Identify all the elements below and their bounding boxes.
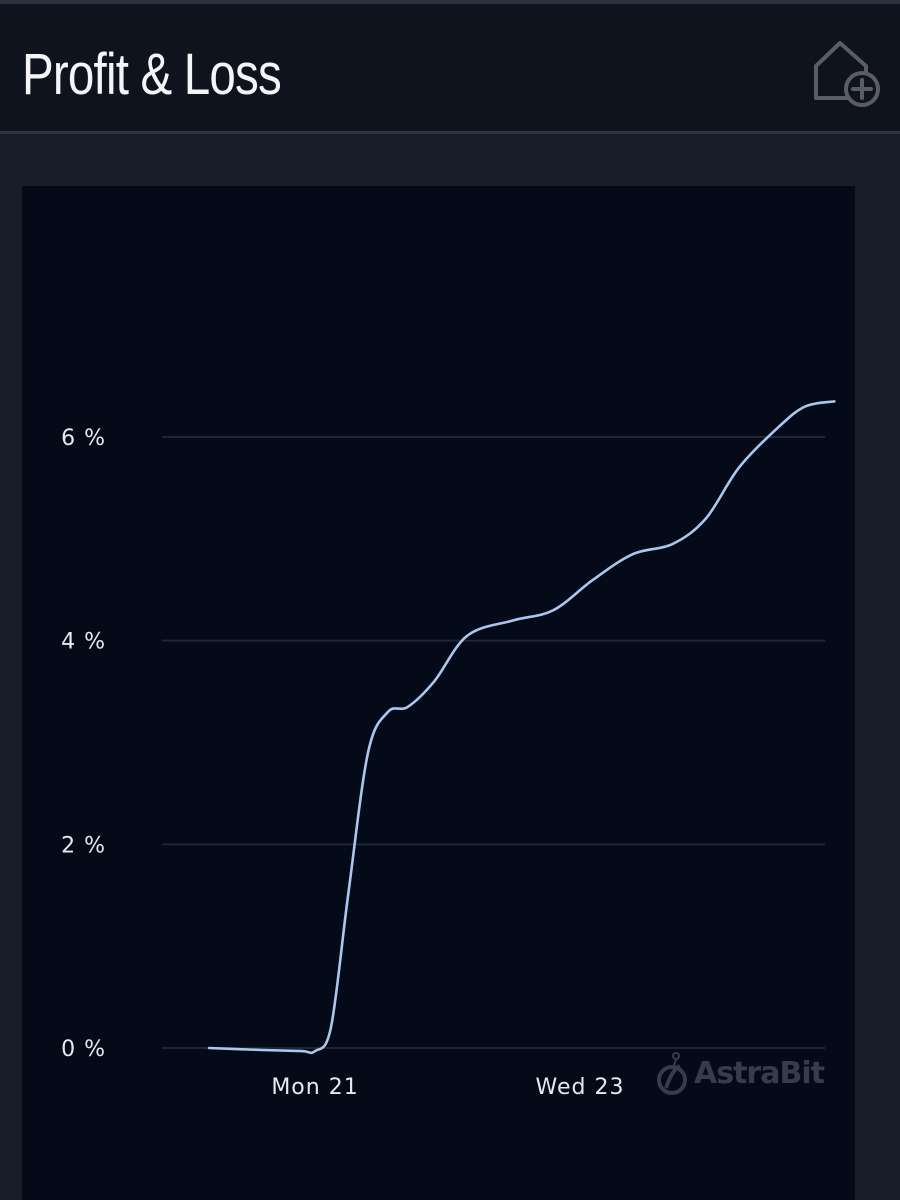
watermark-text: AstraBit <box>694 1055 825 1091</box>
astrabit-logo-icon <box>657 1052 687 1095</box>
home-add-icon <box>814 41 880 107</box>
top-edge <box>0 0 900 4</box>
pnl-chart: 0 % 2 % 4 % 6 % Mon 21 Wed 23 AstraBit <box>22 186 855 1200</box>
y-tick-label: 6 % <box>61 426 106 451</box>
series-line-pnl <box>207 400 836 1055</box>
y-tick-label: 2 % <box>61 833 106 858</box>
x-tick-label: Mon 21 <box>271 1075 358 1100</box>
header-bar: Profit & Loss <box>0 4 900 134</box>
x-tick-label: Wed 23 <box>536 1075 625 1100</box>
page-title: Profit & Loss <box>22 42 282 107</box>
y-tick-label: 0 % <box>61 1037 106 1062</box>
chart-canvas: 0 % 2 % 4 % 6 % Mon 21 Wed 23 <box>61 400 836 1100</box>
y-tick-label: 4 % <box>61 630 106 655</box>
watermark: AstraBit <box>654 1050 825 1096</box>
add-to-home-button[interactable] <box>806 34 882 108</box>
